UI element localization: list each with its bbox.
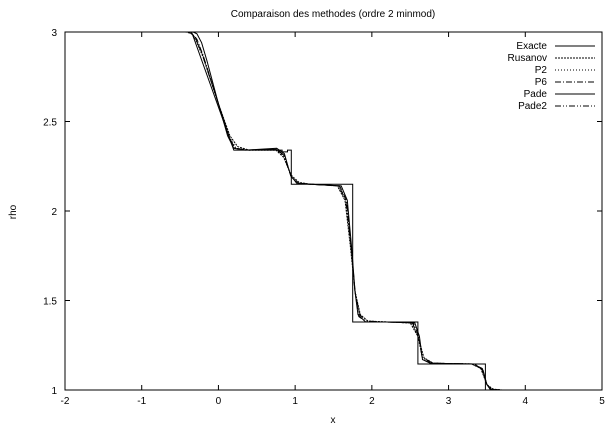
legend-label: Pade2 xyxy=(518,101,547,112)
legend-label: Rusanov xyxy=(508,53,547,64)
series-line-pade xyxy=(65,31,602,391)
x-tick-label: 2 xyxy=(369,396,375,407)
legend-label: P6 xyxy=(535,77,548,88)
legend-label: Pade xyxy=(524,89,548,100)
x-axis-title: x xyxy=(331,415,336,426)
series-lines xyxy=(65,31,602,391)
y-tick-label: 2.5 xyxy=(43,118,57,129)
series-line-rusanov xyxy=(65,31,602,391)
legend-label: P2 xyxy=(535,65,548,76)
x-tick-label: -1 xyxy=(137,396,146,407)
x-tick-label: -2 xyxy=(61,396,70,407)
x-axis: -2 -1 0 1 2 3 4 5 xyxy=(61,32,605,407)
chart-title: Comparaison des methodes (ordre 2 minmod… xyxy=(231,9,436,20)
series-line-p2 xyxy=(65,31,602,391)
legend-label: Exacte xyxy=(516,41,547,52)
x-tick-label: 5 xyxy=(599,396,605,407)
x-tick-label: 3 xyxy=(446,396,452,407)
x-tick-label: 1 xyxy=(292,396,298,407)
y-axis-title: rho xyxy=(8,204,19,219)
series-line-pade2 xyxy=(65,31,602,391)
y-tick-label: 3 xyxy=(51,28,57,39)
plot-frame xyxy=(64,31,603,391)
x-tick-label: 0 xyxy=(216,396,222,407)
y-tick-label: 2 xyxy=(51,207,57,218)
y-axis: 1 1.5 2 2.5 3 xyxy=(43,28,602,397)
plot-border xyxy=(64,31,603,391)
y-tick-label: 1.5 xyxy=(43,297,57,308)
y-tick-label: 1 xyxy=(51,386,57,397)
series-line-p6 xyxy=(65,31,602,391)
x-tick-label: 4 xyxy=(523,396,529,407)
series-line-exacte xyxy=(65,31,602,391)
